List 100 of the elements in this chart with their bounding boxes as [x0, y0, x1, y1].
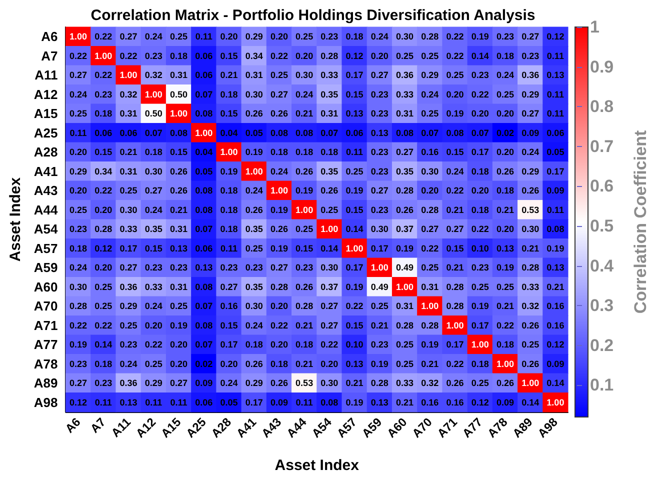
color-bar-label: 0.2 [590, 336, 614, 355]
data-label: 0.18 [346, 32, 364, 42]
data-label: 0.23 [70, 224, 88, 234]
data-label: 0.30 [320, 378, 338, 388]
data-label: 0.32 [144, 70, 162, 80]
data-label: 0.14 [94, 340, 112, 350]
data-label: 1.00 [195, 128, 213, 138]
data-label: 0.08 [195, 282, 213, 292]
data-label: 0.25 [245, 243, 263, 254]
data-label: 0.22 [446, 358, 464, 369]
data-label: 0.19 [245, 147, 263, 158]
data-label: 0.34 [245, 50, 263, 61]
y-tick-label: A6 [41, 29, 58, 44]
data-label: 0.25 [296, 224, 314, 234]
data-label: 0.27 [120, 32, 138, 42]
data-label: 0.15 [446, 147, 464, 158]
data-label: 0.10 [346, 340, 364, 350]
data-label: 0.22 [446, 32, 464, 42]
data-label: 1.00 [296, 204, 314, 215]
data-label: 0.13 [546, 262, 564, 273]
data-label: 0.22 [496, 320, 514, 330]
data-label: 0.20 [94, 262, 112, 273]
data-label: 0.53 [522, 204, 540, 215]
data-label: 0.16 [546, 320, 564, 330]
color-bar-label: 0.1 [590, 376, 614, 395]
color-bar-label: 0.3 [590, 296, 614, 316]
data-label: 0.26 [270, 378, 288, 388]
data-label: 0.23 [170, 262, 188, 273]
data-label: 0.06 [346, 128, 364, 138]
data-label: 0.19 [370, 358, 388, 369]
data-label: 0.21 [370, 320, 388, 330]
data-label: 0.33 [120, 224, 138, 234]
data-label: 0.21 [446, 262, 464, 273]
y-tick-label: A60 [34, 279, 58, 294]
data-label: 0.27 [120, 262, 138, 273]
data-label: 0.08 [170, 128, 188, 138]
data-label: 0.08 [296, 128, 314, 138]
data-label: 0.29 [522, 89, 540, 100]
data-label: 0.08 [195, 108, 213, 119]
data-label: 0.23 [144, 262, 162, 273]
data-label: 0.27 [270, 89, 288, 100]
data-label: 0.24 [120, 358, 138, 369]
data-label: 0.21 [446, 204, 464, 215]
color-bar-title: Correlation Coefficient [631, 130, 650, 314]
data-label: 1.00 [421, 301, 439, 312]
data-label: 0.23 [370, 166, 388, 176]
data-label: 0.24 [245, 186, 263, 196]
color-bar-label: 0.7 [590, 136, 614, 156]
data-label: 0.27 [320, 320, 338, 330]
data-label: 0.07 [144, 128, 162, 138]
data-label: 0.19 [70, 340, 88, 350]
data-label: 0.17 [120, 243, 138, 254]
y-axis-title: Asset Index [7, 176, 24, 262]
data-label: 0.21 [120, 147, 138, 158]
data-label: 0.25 [346, 166, 364, 176]
data-label: 0.24 [421, 89, 439, 100]
data-label: 0.27 [421, 224, 439, 234]
data-label: 0.24 [446, 166, 464, 176]
x-tick-label: A71 [434, 414, 460, 441]
data-label: 0.13 [370, 397, 388, 408]
data-label: 0.35 [245, 282, 263, 292]
data-label: 0.53 [296, 378, 314, 388]
data-label: 0.30 [245, 301, 263, 312]
data-label: 0.22 [270, 320, 288, 330]
data-label: 0.21 [522, 243, 540, 254]
data-label: 0.24 [70, 262, 88, 273]
color-bar-label: 0.8 [590, 97, 614, 116]
data-label: 0.15 [346, 320, 364, 330]
data-label: 0.14 [346, 224, 364, 234]
data-label: 0.08 [320, 397, 338, 408]
x-tick-label: A6 [62, 414, 84, 436]
data-label: 1.00 [370, 262, 388, 273]
y-tick-label: A70 [34, 298, 58, 314]
data-label: 1.00 [220, 147, 238, 158]
data-label: 0.30 [120, 204, 138, 215]
data-label: 0.16 [421, 147, 439, 158]
x-tick-label: A12 [133, 414, 159, 441]
x-tick-label: A60 [384, 414, 410, 441]
data-label: 0.30 [522, 224, 540, 234]
data-label: 0.09 [546, 186, 564, 196]
color-bar-label: 0.6 [590, 176, 614, 196]
data-label: 0.26 [396, 204, 414, 215]
data-label: 0.27 [320, 301, 338, 312]
data-label: 0.30 [421, 166, 439, 176]
data-label: 0.27 [144, 186, 162, 196]
data-label: 0.11 [220, 243, 238, 254]
data-label: 0.19 [496, 262, 514, 273]
y-tick-label: A7 [41, 48, 58, 64]
data-label: 0.26 [320, 186, 338, 196]
data-label: 0.23 [370, 340, 388, 350]
data-label: 0.24 [70, 89, 88, 100]
data-label: 0.02 [496, 128, 514, 138]
data-label: 0.25 [396, 50, 414, 61]
data-label: 0.33 [396, 89, 414, 100]
data-label: 0.25 [396, 358, 414, 369]
data-label: 0.35 [320, 166, 338, 176]
data-label: 0.13 [370, 128, 388, 138]
data-label: 0.31 [396, 108, 414, 119]
data-label: 0.23 [471, 262, 489, 273]
data-label: 0.19 [471, 32, 489, 42]
